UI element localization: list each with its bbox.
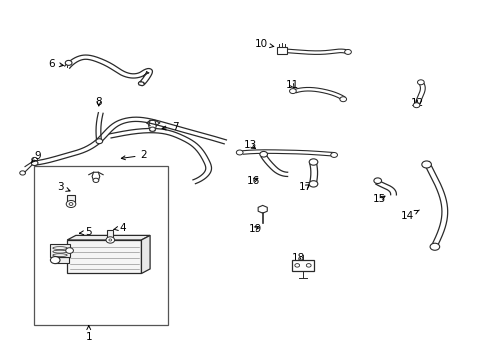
Circle shape (308, 159, 317, 165)
Text: 1: 1 (85, 326, 92, 342)
Bar (67, 195, 75, 203)
Text: 19: 19 (248, 224, 261, 234)
Bar (34, 166, 167, 325)
Circle shape (339, 97, 346, 102)
Circle shape (20, 171, 25, 175)
Text: 13: 13 (243, 140, 256, 150)
Polygon shape (141, 235, 150, 274)
Text: 9: 9 (31, 151, 41, 163)
Bar (55, 257, 68, 263)
Circle shape (50, 257, 60, 264)
Circle shape (32, 157, 38, 162)
Text: 18: 18 (291, 253, 304, 263)
Bar (277, 48, 286, 54)
Circle shape (106, 237, 114, 243)
Circle shape (259, 152, 267, 157)
Circle shape (308, 181, 317, 187)
Text: 7: 7 (162, 122, 178, 132)
Text: 5: 5 (80, 227, 92, 237)
Text: 12: 12 (409, 98, 423, 108)
Text: 17: 17 (299, 182, 312, 192)
Bar (292, 260, 313, 271)
Text: 4: 4 (113, 222, 125, 233)
Circle shape (65, 248, 73, 253)
Text: 10: 10 (254, 39, 273, 49)
Circle shape (330, 153, 337, 157)
Text: 6: 6 (48, 59, 63, 68)
Circle shape (236, 150, 243, 155)
Circle shape (421, 161, 430, 168)
Circle shape (429, 243, 439, 250)
Circle shape (305, 264, 310, 267)
Circle shape (109, 239, 112, 241)
Text: 15: 15 (372, 194, 386, 204)
Circle shape (149, 127, 155, 131)
Circle shape (294, 264, 299, 267)
Circle shape (69, 203, 73, 206)
Circle shape (93, 178, 99, 183)
Text: 16: 16 (246, 176, 259, 186)
Circle shape (373, 178, 381, 184)
Text: 14: 14 (400, 210, 419, 221)
Text: 2: 2 (121, 150, 147, 160)
Bar (67, 240, 141, 274)
Text: 8: 8 (95, 98, 102, 107)
Circle shape (31, 161, 38, 166)
Circle shape (417, 80, 424, 85)
Circle shape (96, 139, 102, 144)
Polygon shape (258, 206, 267, 213)
Circle shape (66, 201, 76, 207)
Circle shape (65, 60, 72, 66)
Text: 11: 11 (285, 80, 299, 90)
Circle shape (289, 89, 296, 94)
Circle shape (412, 103, 419, 108)
Bar (107, 230, 113, 239)
Bar (50, 244, 69, 257)
Text: 3: 3 (57, 182, 70, 192)
Polygon shape (67, 235, 150, 240)
Circle shape (344, 49, 351, 54)
